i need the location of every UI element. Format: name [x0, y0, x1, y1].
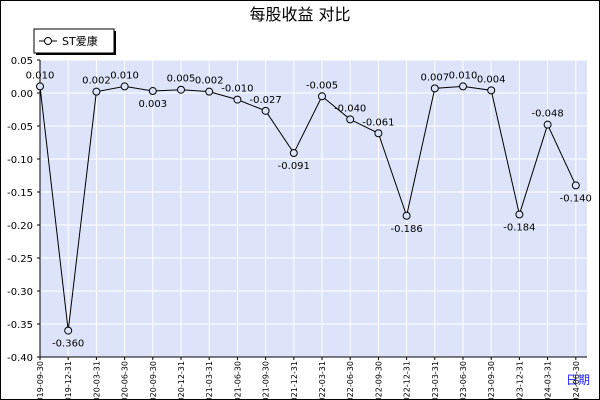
data-label: -0.186 [390, 224, 422, 235]
plot-area [40, 60, 587, 357]
x-tick-label: 2019-12-31 [64, 361, 73, 400]
y-tick-label: -0.20 [7, 221, 33, 232]
data-point [430, 84, 439, 93]
data-label: -0.027 [249, 95, 281, 106]
data-point [233, 95, 242, 104]
x-tick-label: 2021-06-30 [233, 361, 242, 400]
data-label: 0.010 [110, 70, 139, 81]
data-point [205, 87, 214, 96]
y-tick-label: -0.35 [7, 320, 33, 331]
data-label: 0.003 [138, 99, 167, 110]
data-point [148, 87, 157, 96]
data-point [543, 120, 552, 129]
y-tick-labels: 0.05 0.00 -0.05 -0.10 -0.15 -0.20 -0.25 -0.30 -0… [7, 56, 33, 364]
y-tick-label: 0.00 [11, 89, 33, 100]
data-label: -0.091 [278, 161, 310, 172]
x-tick-label: 2021-12-31 [290, 361, 299, 400]
y-tick-label: -0.15 [7, 188, 33, 199]
data-point [346, 115, 355, 124]
chart-title: 每股收益 对比 [249, 5, 350, 24]
series-line [39, 85, 577, 331]
data-point [487, 86, 496, 95]
legend-marker [44, 37, 52, 45]
data-point [515, 210, 524, 219]
data-label: 0.002 [82, 76, 111, 87]
x-tick-label: 2022-12-31 [403, 361, 412, 400]
y-tick-label: -0.25 [7, 254, 33, 265]
data-label: -0.140 [560, 193, 592, 204]
y-tick-label: -0.40 [7, 353, 33, 364]
x-axis-label: 日期 [566, 373, 590, 387]
data-label: 0.010 [449, 70, 478, 81]
y-tick-label: 0.05 [11, 56, 33, 67]
data-point [92, 87, 101, 96]
x-tick-labels: 2019-09-30 2019-12-31 2020-03-31 2020-06-30… [36, 361, 581, 400]
x-tick-label: 2019-09-30 [36, 361, 45, 400]
axes [39, 60, 587, 358]
data-label: -0.005 [306, 80, 338, 91]
data-label: 0.007 [420, 72, 449, 83]
data-point [64, 326, 73, 335]
x-tick-label: 2022-06-30 [346, 361, 355, 400]
data-label: -0.010 [221, 84, 253, 95]
y-tick-label: -0.10 [7, 155, 33, 166]
data-point [120, 82, 129, 91]
x-tick-label: 2020-09-30 [149, 361, 158, 400]
x-tick-label: 2022-03-31 [318, 361, 327, 400]
data-point [289, 149, 298, 158]
data-points [36, 82, 580, 335]
x-tick-label: 2020-06-30 [121, 361, 130, 400]
x-tick-label: 2022-09-30 [374, 361, 383, 400]
x-tick-label: 2023-03-31 [431, 361, 440, 400]
data-point [402, 211, 411, 220]
x-tick-label: 2020-03-31 [92, 361, 101, 400]
data-point [571, 181, 580, 190]
data-point [177, 85, 185, 94]
data-point [36, 82, 44, 91]
x-tick-label: 2024-06-30 [572, 361, 581, 400]
x-tick-label: 2024-03-31 [544, 361, 553, 400]
x-tick-label: 2021-03-31 [205, 361, 214, 400]
data-label: 0.005 [167, 74, 196, 85]
data-point [459, 82, 467, 91]
data-label: -0.048 [531, 109, 563, 120]
x-tick-label: 2023-12-31 [515, 361, 524, 400]
data-point [374, 129, 383, 138]
data-label: -0.061 [362, 117, 394, 128]
data-label: -0.360 [52, 339, 84, 350]
data-point [261, 106, 270, 115]
x-tick-label: 2020-12-31 [177, 361, 186, 400]
data-label: 0.002 [195, 76, 224, 87]
data-label: -0.184 [503, 222, 535, 233]
legend-series-name: ST爱康 [62, 34, 98, 48]
x-tick-label: 2023-06-30 [459, 361, 468, 400]
data-point [318, 92, 326, 101]
data-label: -0.040 [334, 103, 366, 114]
y-tick-label: -0.30 [7, 287, 33, 298]
data-label: 0.010 [26, 70, 55, 81]
data-label: 0.004 [477, 74, 506, 85]
y-tick-label: -0.05 [7, 122, 33, 133]
x-tick-label: 2023-09-30 [487, 361, 496, 400]
x-tick-label: 2021-09-30 [262, 361, 271, 400]
legend: ST爱康 [33, 28, 116, 55]
